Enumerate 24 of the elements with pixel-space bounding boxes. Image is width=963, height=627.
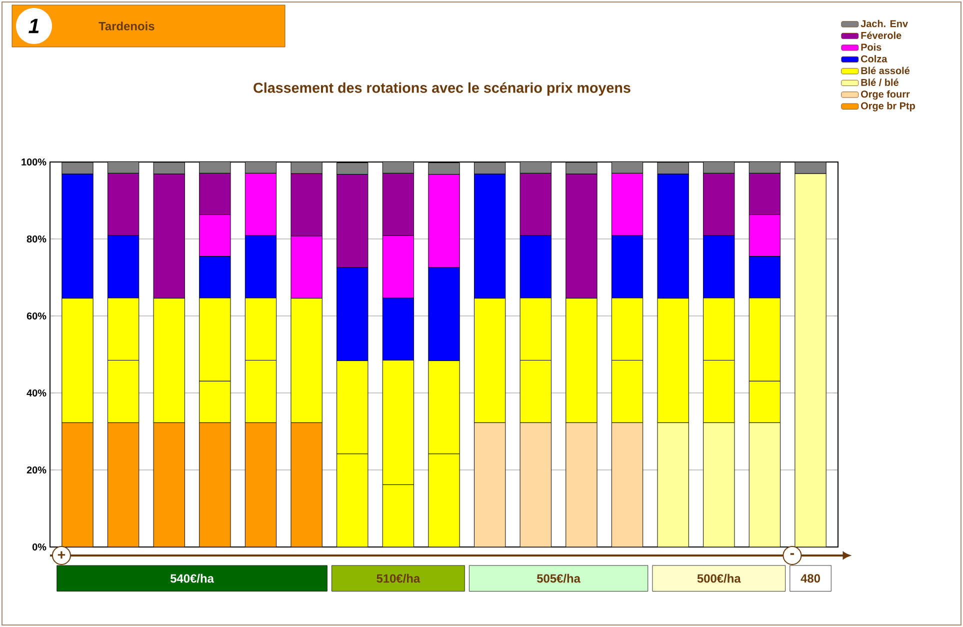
legend-label: Orge fourr: [861, 90, 910, 100]
y-tick-label: 20%: [26, 466, 46, 474]
text: +: [58, 551, 66, 559]
y-tick-label: 60%: [26, 312, 46, 320]
text: 500€/ha: [697, 574, 741, 583]
legend-label: Blé / blé: [861, 78, 898, 86]
y-tick-label: 0%: [32, 543, 46, 551]
legend-label: Jach. Env: [860, 20, 908, 28]
chart-title: Classement des rotations avec le scénario prix moyens: [254, 82, 630, 96]
text: 505€/ha: [536, 574, 581, 583]
legend-label: Blé assolé: [861, 66, 910, 74]
legend-label: Colza: [861, 55, 888, 62]
text: Tardenois: [98, 22, 154, 30]
legend-label: Féverole: [861, 32, 902, 39]
text: 510€/ha: [376, 574, 420, 583]
y-tick-label: 80%: [26, 235, 46, 243]
text: 480: [800, 574, 820, 583]
text: 1: [28, 18, 39, 34]
text: -: [790, 553, 794, 555]
text: 540€/ha: [170, 574, 214, 583]
legend-label: Pois: [861, 43, 882, 51]
legend-label: Orge br Ptp: [861, 102, 915, 112]
y-tick-label: 40%: [26, 389, 46, 397]
y-tick-label: 100%: [22, 158, 46, 166]
